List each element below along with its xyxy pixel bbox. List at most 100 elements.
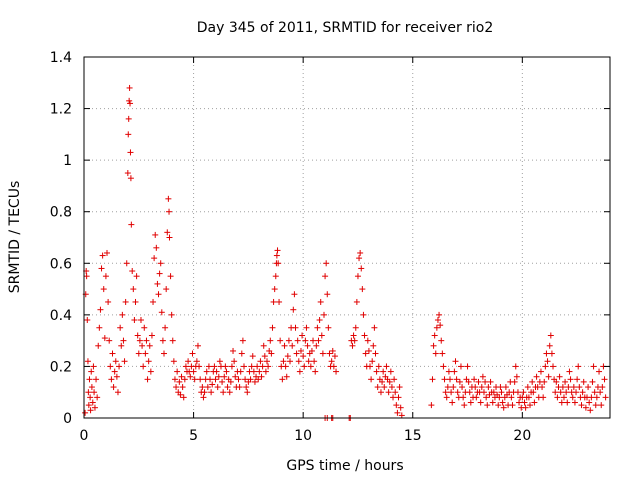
data-point (333, 368, 340, 375)
data-point (375, 363, 382, 370)
data-point (216, 358, 223, 365)
data-point (472, 384, 479, 391)
data-point (97, 306, 104, 313)
y-tick-label: 0.6 (50, 256, 72, 272)
data-point (353, 298, 360, 305)
chart-title: Day 345 of 2011, SRMTID for receiver rio… (197, 20, 494, 36)
data-point (276, 298, 283, 305)
data-point (533, 373, 540, 380)
data-point (96, 324, 103, 331)
data-point (436, 311, 443, 318)
data-point (201, 389, 208, 396)
data-point (282, 363, 289, 370)
data-point (381, 384, 388, 391)
data-point (193, 358, 200, 365)
data-point (110, 384, 117, 391)
data-point (520, 389, 527, 396)
data-point (301, 363, 308, 370)
data-point (302, 337, 309, 344)
data-point (527, 402, 534, 409)
data-point (370, 342, 377, 349)
data-point (236, 384, 243, 391)
data-point (150, 298, 157, 305)
data-point (452, 358, 459, 365)
data-point (86, 376, 93, 383)
data-point (483, 394, 490, 401)
data-point (295, 358, 302, 365)
data-point (529, 378, 536, 385)
data-point (373, 368, 380, 375)
data-point (582, 404, 589, 411)
data-point (191, 376, 198, 383)
data-point (471, 376, 478, 383)
data-point (131, 317, 138, 324)
data-point (284, 353, 291, 360)
data-point (88, 384, 95, 391)
data-point (146, 342, 153, 349)
data-point (397, 404, 404, 411)
data-point (219, 378, 226, 385)
data-point (394, 409, 401, 416)
data-point (249, 353, 256, 360)
data-point (134, 332, 141, 339)
data-point (479, 373, 486, 380)
data-point (209, 381, 216, 388)
data-point (181, 376, 188, 383)
data-point (255, 376, 262, 383)
data-point (591, 389, 598, 396)
data-point (391, 376, 398, 383)
data-point (365, 347, 372, 354)
data-point (111, 368, 118, 375)
data-point (220, 389, 227, 396)
data-point (541, 378, 548, 385)
data-point (135, 350, 142, 357)
data-point (499, 399, 506, 406)
data-point (305, 358, 312, 365)
data-point (108, 376, 115, 383)
data-point (126, 84, 133, 91)
data-point (123, 260, 130, 267)
data-point (196, 363, 203, 370)
data-point (127, 100, 134, 107)
data-point (213, 368, 220, 375)
data-point (292, 324, 299, 331)
data-point (265, 363, 272, 370)
data-point (208, 389, 215, 396)
data-point (88, 368, 95, 375)
data-point (300, 353, 307, 360)
data-point (398, 412, 405, 419)
data-point (126, 97, 133, 104)
data-point (171, 376, 178, 383)
data-point (601, 376, 608, 383)
data-point (142, 350, 149, 357)
data-point (87, 407, 94, 414)
data-point (200, 394, 207, 401)
data-point (451, 368, 458, 375)
data-point (540, 394, 547, 401)
data-point (179, 384, 186, 391)
data-point (189, 350, 196, 357)
data-point (514, 389, 521, 396)
data-point (127, 175, 134, 182)
data-point (95, 342, 102, 349)
data-point (314, 324, 321, 331)
data-point (285, 337, 292, 344)
data-point (221, 373, 228, 380)
data-point (553, 378, 560, 385)
data-point (454, 389, 461, 396)
data-point (588, 394, 595, 401)
data-point (323, 260, 330, 267)
data-point (571, 399, 578, 406)
data-point (449, 399, 456, 406)
data-point (554, 394, 561, 401)
data-point (122, 298, 129, 305)
data-point (257, 358, 264, 365)
data-point (101, 335, 108, 342)
data-point (516, 399, 523, 406)
data-point (485, 384, 492, 391)
data-point (522, 404, 529, 411)
data-point (350, 332, 357, 339)
y-tick-label: 1.2 (50, 102, 72, 118)
data-point (374, 384, 381, 391)
data-point (104, 249, 111, 256)
